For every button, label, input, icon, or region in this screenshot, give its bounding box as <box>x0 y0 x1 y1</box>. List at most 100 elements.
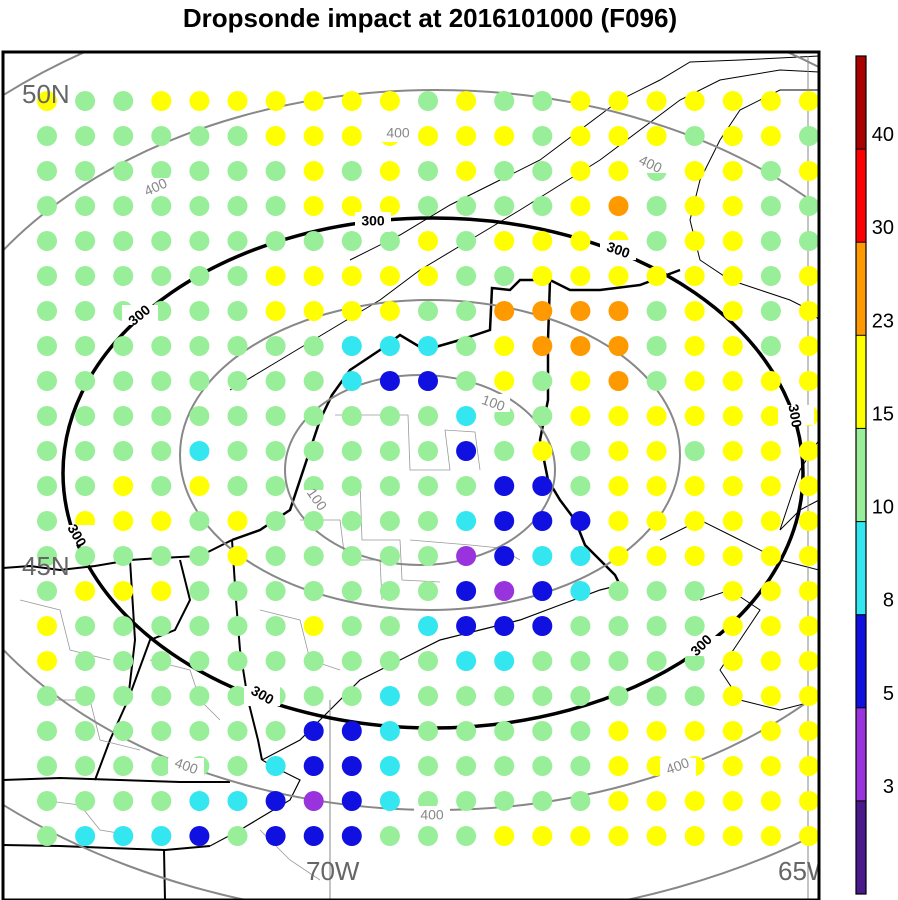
impact-dot-yellow <box>684 371 705 391</box>
svg-text:400: 400 <box>664 754 692 777</box>
impact-dot-green <box>570 651 591 671</box>
impact-dot-green <box>532 686 553 706</box>
colorbar-label: 5 <box>883 683 894 705</box>
impact-dot-green <box>37 406 57 426</box>
impact-dot-yellow <box>799 616 819 636</box>
impact-dot-green <box>113 686 134 706</box>
impact-dot-green <box>189 161 210 181</box>
impact-dot-green <box>227 196 248 216</box>
impact-dot-yellow <box>494 231 515 251</box>
impact-dot-green <box>303 406 324 426</box>
impact-dot-cyan <box>494 651 515 671</box>
impact-dot-cyan <box>379 721 400 741</box>
lat-label-45n: 45N <box>22 551 70 581</box>
impact-dot-green <box>341 476 362 496</box>
impact-dot-green <box>151 336 172 356</box>
impact-dot-green <box>151 196 172 216</box>
impact-dot-green <box>113 126 134 146</box>
impact-dot-blue <box>570 511 591 531</box>
impact-dot-yellow <box>646 721 667 741</box>
impact-dot-green <box>532 406 553 426</box>
contour-label-400: 400 <box>380 124 416 142</box>
impact-dot-green <box>75 301 96 321</box>
impact-dot-green <box>494 686 515 706</box>
impact-dot-yellow <box>646 546 667 566</box>
impact-dot-yellow <box>570 196 591 216</box>
impact-dot-green <box>341 581 362 601</box>
colorbar-segment <box>856 521 866 615</box>
impact-dot-green <box>379 581 400 601</box>
impact-dot-yellow <box>684 266 705 286</box>
impact-dot-yellow <box>760 546 781 566</box>
impact-dot-blue <box>303 826 324 846</box>
impact-dot-yellow <box>532 266 553 286</box>
impact-dot-yellow <box>532 231 553 251</box>
contour-label-300: 300 <box>684 631 720 659</box>
impact-dot-green <box>227 651 248 671</box>
impact-dot-cyan <box>189 791 210 811</box>
impact-dot-green <box>265 511 286 531</box>
impact-dot-green <box>418 161 438 181</box>
lon-label-65w: 65W <box>778 856 832 886</box>
impact-dot-yellow <box>570 826 591 846</box>
impact-dot-yellow <box>379 301 400 321</box>
impact-dot-yellow <box>799 581 819 601</box>
impact-dot-green <box>760 336 781 356</box>
impact-dot-blue <box>532 616 553 636</box>
impact-dot-yellow <box>646 406 667 426</box>
impact-dot-green <box>760 196 781 216</box>
impact-dot-yellow <box>684 231 705 251</box>
impact-dot-blue <box>341 756 362 776</box>
chart-title: Dropsonde impact at 2016101000 (F096) <box>182 3 678 33</box>
impact-dot-green <box>265 441 286 461</box>
impact-dot-yellow <box>799 476 819 496</box>
impact-dot-yellow <box>494 126 515 146</box>
impact-dot-green <box>189 546 210 566</box>
contour-label-400: 400 <box>632 152 668 176</box>
colorbar-segment <box>856 707 866 801</box>
colorbar-label: 8 <box>883 590 894 612</box>
impact-dot-green <box>75 231 96 251</box>
impact-dot-green <box>646 301 667 321</box>
impact-dot-green <box>456 336 477 356</box>
colorbar-label: 40 <box>872 124 894 146</box>
impact-dot-yellow <box>608 791 629 811</box>
impact-dot-yellow <box>799 91 819 111</box>
impact-dot-yellow <box>799 651 819 671</box>
impact-dot-green <box>75 266 96 286</box>
impact-dot-green <box>456 371 477 391</box>
impact-dot-green <box>570 791 591 811</box>
impact-dot-yellow <box>722 231 743 251</box>
impact-dot-green <box>189 406 210 426</box>
impact-dot-green <box>265 546 286 566</box>
svg-text:100: 100 <box>480 391 508 414</box>
impact-dot-yellow <box>608 476 629 496</box>
impact-dot-green <box>379 616 400 636</box>
impact-dot-yellow <box>722 546 743 566</box>
impact-dots <box>37 91 819 846</box>
impact-dot-yellow <box>760 756 781 776</box>
impact-dot-yellow <box>418 266 438 286</box>
contour-label-300: 300 <box>778 403 814 429</box>
impact-dot-yellow <box>760 826 781 846</box>
impact-dot-green <box>379 511 400 531</box>
impact-dot-green <box>37 196 57 216</box>
svg-text:400: 400 <box>420 807 444 823</box>
impact-dot-green <box>37 686 57 706</box>
impact-dot-green <box>799 231 819 251</box>
colorbar-segment <box>856 149 866 243</box>
impact-dot-yellow <box>37 616 57 636</box>
impact-dot-green <box>456 301 477 321</box>
impact-dot-blue <box>189 826 210 846</box>
impact-dot-green <box>75 791 96 811</box>
impact-dot-green <box>379 406 400 426</box>
impact-dot-green <box>418 476 438 496</box>
impact-dot-yellow <box>760 721 781 741</box>
impact-dot-yellow <box>265 266 286 286</box>
contour-label-400: 400 <box>660 754 696 777</box>
impact-dot-green <box>646 686 667 706</box>
impact-dot-purple <box>303 791 324 811</box>
impact-dot-yellow <box>227 511 248 531</box>
impact-dot-cyan <box>341 371 362 391</box>
impact-dot-green <box>37 721 57 741</box>
